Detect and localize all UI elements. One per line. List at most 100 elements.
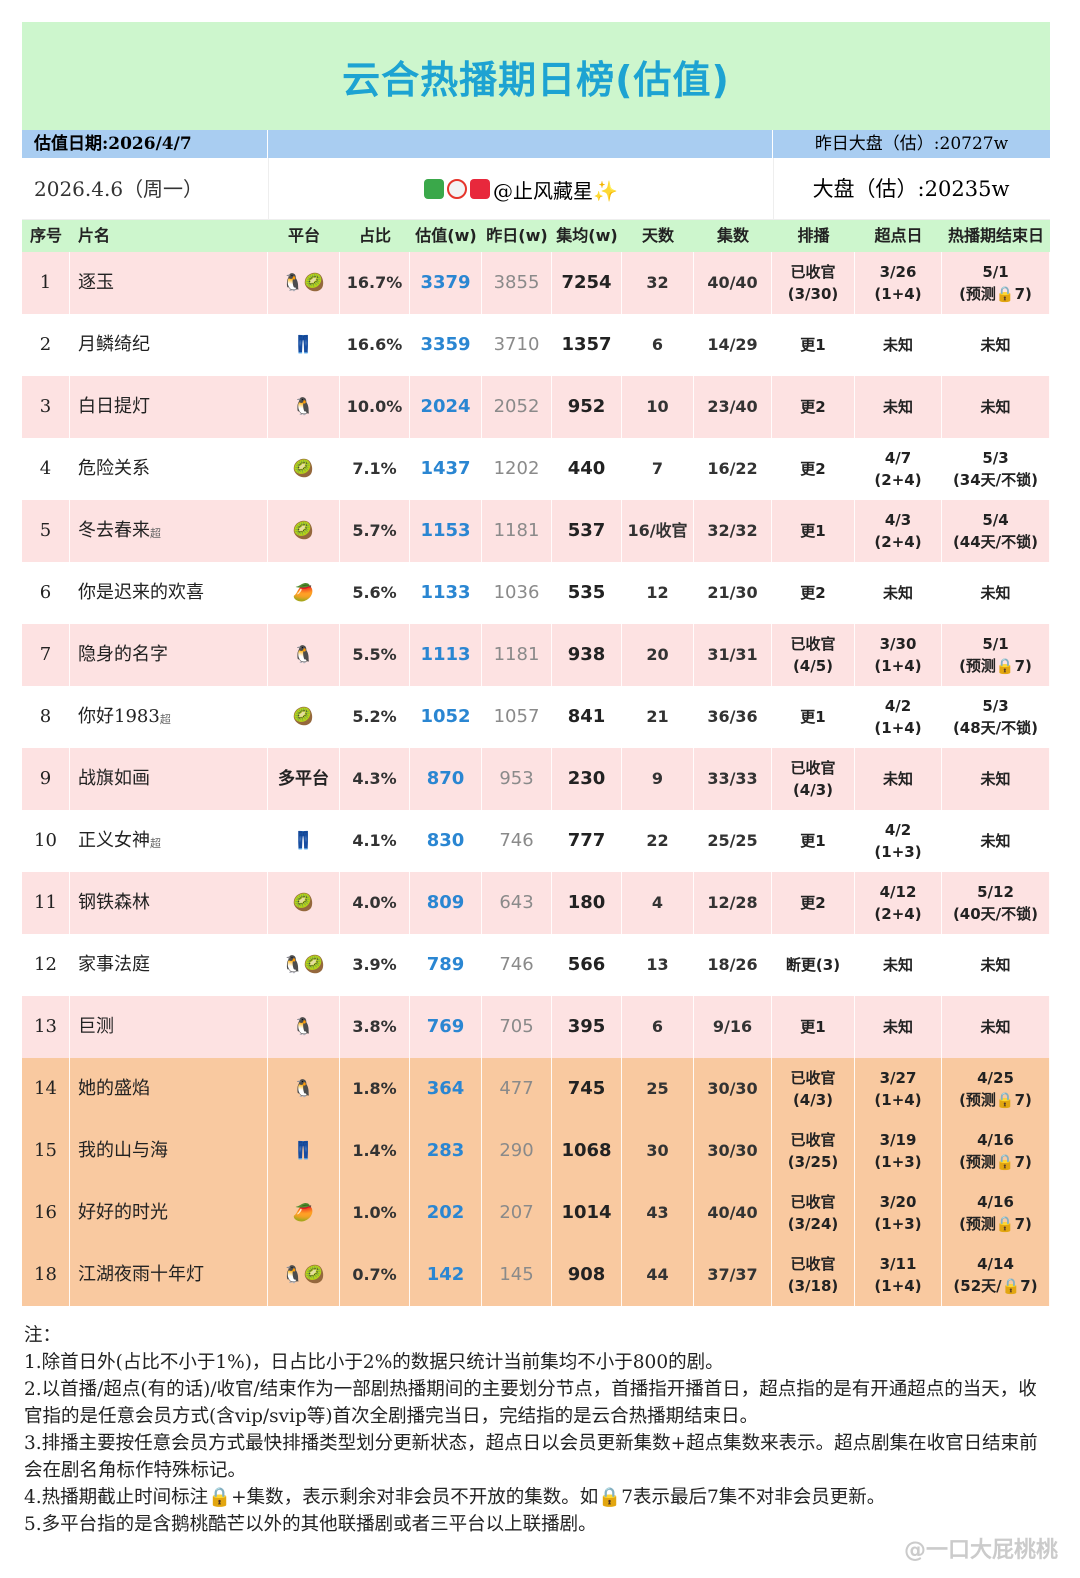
cell-line: 5/3 [982, 449, 1009, 467]
cell-prev: 3855 [482, 252, 552, 314]
cell-text: 👖 [292, 831, 315, 851]
cell-title: 冬去春来超 [70, 500, 268, 562]
cell-text: 8 [39, 706, 52, 727]
cell-text: 40/40 [707, 1203, 758, 1222]
cell-text: 10 [34, 830, 57, 851]
cell-text: 283 [426, 1140, 465, 1161]
cell-line: (3/18) [787, 1277, 839, 1295]
cell-text: 230 [567, 768, 606, 789]
cell-share: 4.0% [340, 872, 410, 934]
cell-text: 18 [34, 1264, 57, 1285]
cell-text: 危险关系 [78, 458, 150, 479]
cell-est: 283 [410, 1120, 482, 1182]
cell-no: 2 [22, 314, 70, 376]
cell-prev: 1036 [482, 562, 552, 624]
cell-share: 16.7% [340, 252, 410, 314]
table-row: 18 江湖夜雨十年灯 🐧🥝 0.7% 142 145 908 44 37/37 已收官 (3/18)… [22, 1244, 1050, 1306]
cell-text: 7254 [561, 272, 612, 293]
cell-est: 1052 [410, 686, 482, 748]
cell-line: (预测🔒7) [959, 285, 1032, 303]
cell-text: 15 [34, 1140, 57, 1161]
cell-platform: 🐧🥝 [268, 934, 340, 996]
cell-est: 1437 [410, 438, 482, 500]
cell-text: 🥭 [292, 1203, 315, 1223]
cell-line: 已收官 [790, 1069, 836, 1087]
cell-text: 1057 [493, 706, 540, 727]
cell-line: 3/11 [879, 1255, 917, 1273]
cell-text: 11 [34, 892, 57, 913]
cell-text: 6 [651, 335, 664, 354]
cell-line: (2+4) [874, 905, 922, 923]
cell-text: 正义女神 [78, 830, 150, 851]
cell-peak: 4/7 (2+4) [855, 438, 942, 500]
cell-prev: 705 [482, 996, 552, 1058]
cell-line: 5/12 [977, 883, 1014, 901]
cell-end: 未知 [942, 562, 1050, 624]
cell-no: 3 [22, 376, 70, 438]
cell-title: 好好的时光 [70, 1182, 268, 1244]
cell-text: 23/40 [707, 397, 758, 416]
cell-text: 180 [567, 892, 606, 913]
cell-end: 5/12 (40天/不锁) [942, 872, 1050, 934]
title-band: 云合热播期日榜(估值) [22, 22, 1050, 130]
cell-share: 3.8% [340, 996, 410, 1058]
cell-text: 江湖夜雨十年灯 [78, 1264, 204, 1285]
cell-text: 隐身的名字 [78, 644, 168, 665]
table-row: 15 我的山与海 👖 1.4% 283 290 1068 30 30/30 已收官 (3/25) 3/… [22, 1120, 1050, 1182]
table-row: 4 危险关系 🥝 7.1% 1437 1202 440 7 16/22 更2 4/7 (2+4) 5/3… [22, 438, 1050, 500]
cell-end: 4/25 (预测🔒7) [942, 1058, 1050, 1120]
column-header: 集数 [716, 226, 749, 245]
cell-line: 4/2 [884, 697, 912, 715]
cell-text: 她的盛焰 [78, 1078, 150, 1099]
cell-prev: 3710 [482, 314, 552, 376]
cell-line: 4/14 [977, 1255, 1014, 1273]
cell-line: 3/30 [879, 635, 917, 653]
cell-platform: 🐧 [268, 376, 340, 438]
cell-end: 4/16 (预测🔒7) [942, 1182, 1050, 1244]
cell-no: 12 [22, 934, 70, 996]
cell-text: 1.8% [352, 1079, 397, 1098]
cell-text: 364 [426, 1078, 465, 1099]
table-row: 11 钢铁森林 🥝 4.0% 809 643 180 4 12/28 更2 4/12 (2+4) 5/1… [22, 872, 1050, 934]
cell-text: 32 [646, 273, 669, 292]
cell-text: 40/40 [707, 273, 758, 292]
cell-text: 更2 [800, 398, 826, 416]
cell-prev: 477 [482, 1058, 552, 1120]
cell-text: 9/16 [712, 1017, 753, 1036]
cell-est: 1133 [410, 562, 482, 624]
cell-platform: 🐧🥝 [268, 252, 340, 314]
table-row: 6 你是迟来的欢喜 🥭 5.6% 1133 1036 535 12 21/30 更2 未知 未知 [22, 562, 1050, 624]
cell-line: (4/3) [792, 1091, 834, 1109]
cell-text: 16/22 [707, 459, 758, 478]
table-row: 14 她的盛焰 🐧 1.8% 364 477 745 25 30/30 已收官 (4/3) 3/27 (… [22, 1058, 1050, 1120]
cell-text: 4.3% [352, 769, 397, 788]
cell-text: 12/28 [707, 893, 758, 912]
cell-line: (3/25) [787, 1153, 839, 1171]
cell-text: 477 [499, 1078, 534, 1099]
cell-sched: 已收官 (4/5) [772, 624, 855, 686]
info-bar: 估值日期:2026/4/7 昨日大盘（估）:20727w [22, 130, 1050, 158]
cell-prev: 1057 [482, 686, 552, 748]
cell-text: 🐧🥝 [282, 1265, 325, 1285]
cell-text: 逐玉 [78, 272, 114, 293]
cell-line: 3/20 [879, 1193, 917, 1211]
cell-text: 更1 [800, 708, 826, 726]
cell-title: 你好1983 超 [70, 686, 268, 748]
cell-line: (4/3) [792, 781, 834, 799]
cell-line: (1+4) [874, 285, 922, 303]
cell-text: 21 [646, 707, 669, 726]
cell-no: 9 [22, 748, 70, 810]
cell-title: 危险关系 [70, 438, 268, 500]
cell-avg: 535 [552, 562, 622, 624]
cell-line: (48天/不锁) [952, 719, 1039, 737]
cell-text: 🐧🥝 [282, 273, 325, 293]
cell-days: 13 [622, 934, 694, 996]
cell-avg: 395 [552, 996, 622, 1058]
cell-text: 更2 [800, 584, 826, 602]
cell-prev: 746 [482, 934, 552, 996]
cell-text: 我的山与海 [78, 1140, 168, 1161]
cell-platform: 🐧 [268, 1058, 340, 1120]
cell-line: (40天/不锁) [952, 905, 1039, 923]
column-header: 排播 [797, 226, 830, 245]
cell-text: 你好1983 [78, 706, 160, 727]
